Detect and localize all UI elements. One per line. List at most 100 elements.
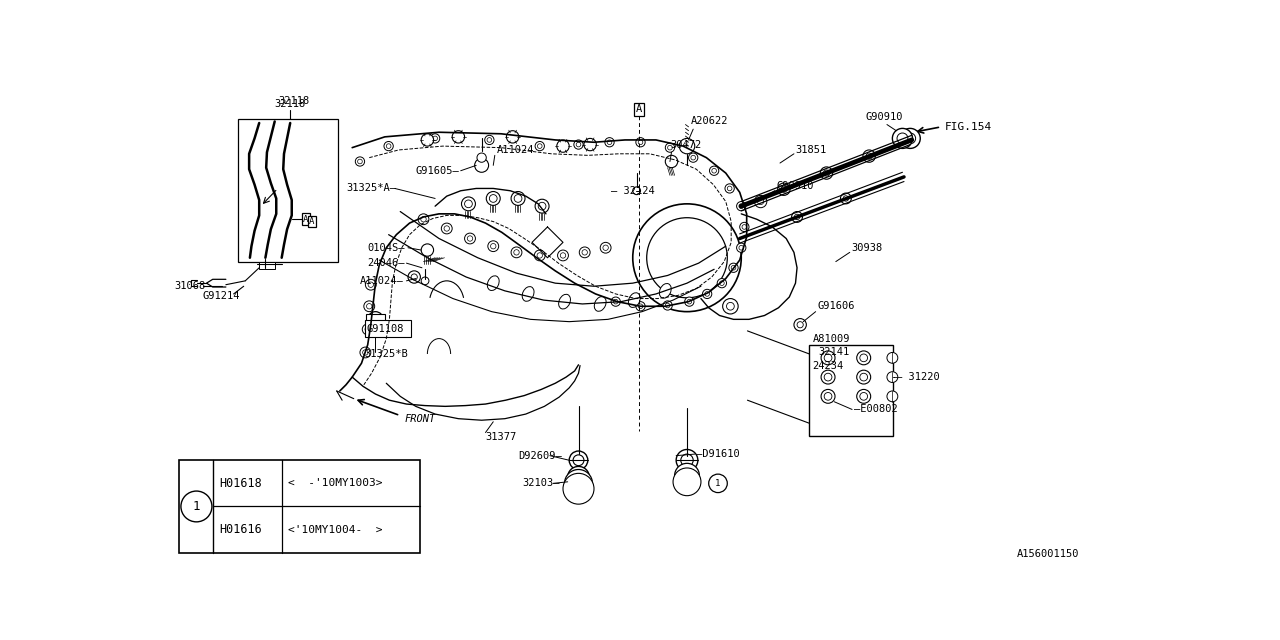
Circle shape [362, 350, 369, 355]
Circle shape [758, 198, 764, 205]
Circle shape [465, 200, 472, 208]
Circle shape [561, 253, 566, 258]
Circle shape [538, 253, 543, 258]
Circle shape [778, 183, 790, 195]
Circle shape [820, 370, 835, 384]
Text: A11024—: A11024— [360, 276, 403, 286]
Text: A20622: A20622 [691, 116, 728, 127]
Circle shape [632, 204, 741, 312]
Text: 31325*A—: 31325*A— [346, 184, 396, 193]
Circle shape [841, 193, 851, 204]
Text: A11024: A11024 [497, 145, 535, 155]
Circle shape [421, 244, 434, 256]
Circle shape [430, 134, 440, 143]
Text: 1: 1 [716, 479, 721, 488]
Circle shape [452, 131, 465, 143]
Circle shape [736, 243, 746, 252]
Circle shape [820, 167, 833, 179]
Circle shape [600, 243, 611, 253]
Circle shape [681, 454, 694, 467]
Circle shape [573, 140, 584, 149]
Circle shape [754, 195, 767, 208]
Circle shape [538, 202, 547, 210]
Text: 32118: 32118 [279, 97, 310, 106]
Circle shape [366, 303, 372, 309]
Ellipse shape [659, 284, 671, 298]
Circle shape [791, 212, 803, 222]
Circle shape [534, 250, 545, 261]
Circle shape [820, 351, 835, 365]
Circle shape [582, 250, 588, 255]
Circle shape [465, 233, 475, 244]
Ellipse shape [628, 292, 640, 307]
Circle shape [892, 129, 913, 148]
Circle shape [180, 491, 212, 522]
Circle shape [576, 142, 581, 147]
Circle shape [513, 250, 520, 255]
Text: <  -'10MY1003>: < -'10MY1003> [288, 478, 383, 488]
Circle shape [860, 354, 868, 362]
Ellipse shape [594, 296, 607, 311]
Circle shape [691, 156, 695, 160]
Text: 31068: 31068 [174, 281, 205, 291]
Circle shape [442, 223, 452, 234]
Text: FRONT: FRONT [404, 415, 435, 424]
Circle shape [703, 289, 712, 298]
Circle shape [823, 170, 829, 176]
Circle shape [636, 138, 645, 147]
Circle shape [558, 250, 568, 261]
Circle shape [356, 157, 365, 166]
Circle shape [723, 298, 739, 314]
Bar [365, 320, 411, 337]
Circle shape [475, 159, 489, 172]
Text: G91214: G91214 [202, 291, 241, 301]
Circle shape [357, 159, 362, 164]
Bar [366, 314, 385, 324]
Circle shape [636, 301, 645, 311]
Circle shape [676, 449, 698, 471]
Circle shape [685, 297, 694, 307]
Circle shape [515, 195, 522, 202]
Text: A: A [303, 215, 308, 224]
Circle shape [905, 133, 915, 144]
Circle shape [371, 316, 379, 323]
Circle shape [666, 303, 669, 308]
Circle shape [408, 271, 420, 283]
Circle shape [563, 474, 594, 504]
Bar [238, 119, 338, 262]
Circle shape [365, 326, 370, 332]
Circle shape [485, 135, 494, 145]
Circle shape [736, 202, 746, 211]
Circle shape [719, 281, 724, 285]
Text: 31851: 31851 [795, 145, 827, 155]
Circle shape [820, 389, 835, 403]
Circle shape [571, 470, 586, 485]
Circle shape [421, 216, 426, 222]
Circle shape [705, 292, 709, 296]
Circle shape [538, 144, 541, 148]
Text: A81009: A81009 [813, 333, 850, 344]
Circle shape [570, 451, 588, 470]
Text: 31325*B: 31325*B [365, 349, 408, 359]
Circle shape [567, 467, 589, 488]
Circle shape [673, 468, 701, 496]
Circle shape [507, 131, 518, 143]
Text: <'10MY1004-  >: <'10MY1004- > [288, 525, 383, 534]
Circle shape [467, 236, 472, 241]
Circle shape [369, 282, 374, 287]
Circle shape [367, 312, 383, 327]
Circle shape [860, 373, 868, 381]
Circle shape [867, 153, 872, 159]
Text: 32141: 32141 [819, 348, 850, 358]
Circle shape [689, 153, 698, 163]
Circle shape [887, 372, 897, 383]
Bar [179, 460, 420, 553]
Text: H01616: H01616 [220, 523, 262, 536]
Bar [259, 262, 275, 269]
Circle shape [860, 392, 868, 400]
Circle shape [564, 470, 593, 497]
Text: 1: 1 [193, 500, 200, 513]
Circle shape [364, 301, 375, 312]
Circle shape [687, 300, 691, 304]
Circle shape [511, 247, 522, 258]
